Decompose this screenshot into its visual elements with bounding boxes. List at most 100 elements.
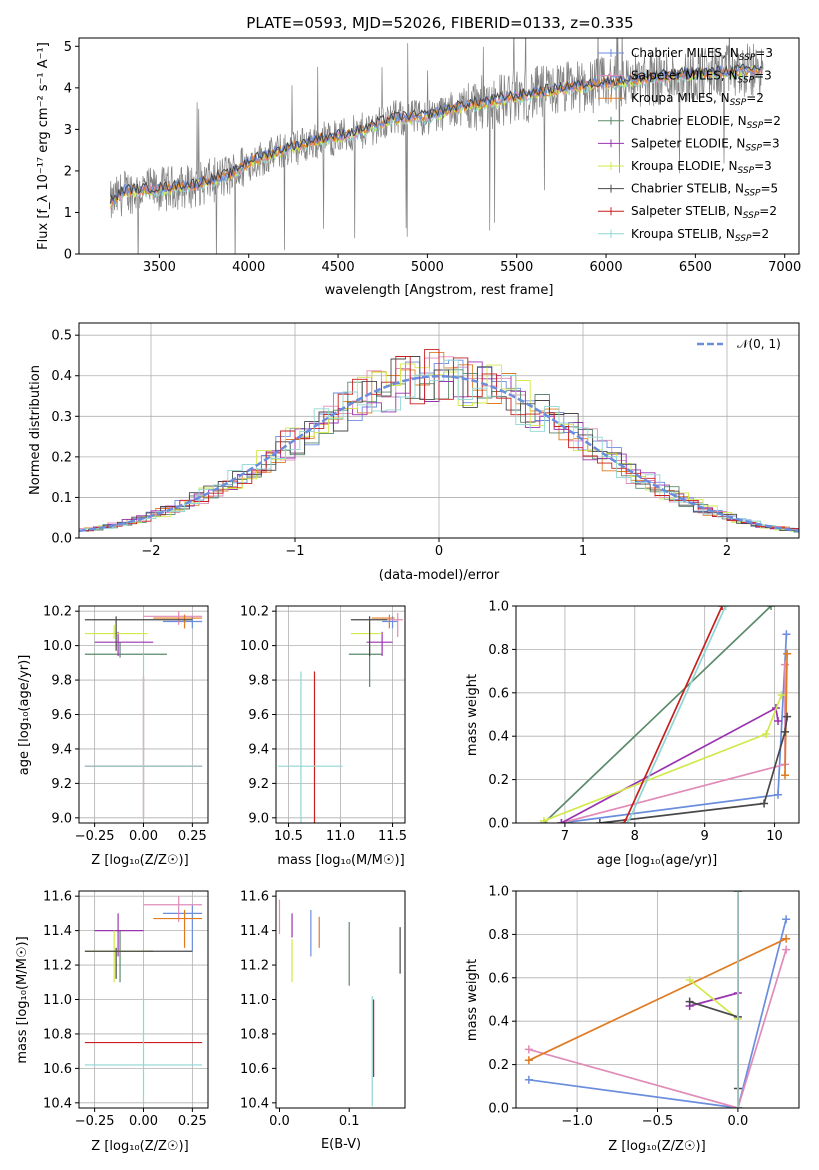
plot-area [84, 896, 203, 1103]
weight-marker-chabrier-stelib [783, 712, 792, 721]
y-tick-label: 11.0 [240, 993, 269, 1008]
y-tick-label: 11.2 [43, 959, 72, 974]
plot-area [79, 349, 799, 534]
x-tick-label: 0.00 [129, 829, 158, 844]
y-tick-label: 0.2 [488, 773, 509, 788]
y-tick-label: 1 [64, 206, 72, 221]
mass-vs-extinction-panel: 0.0 0.1 10.4 10.6 10.8 11.0 11.2 11.4 11.6 [240, 890, 406, 1129]
x-tick-label: 6500 [679, 260, 712, 275]
y-tick-label: 0.4 [488, 1015, 509, 1030]
weight-z-ylabel: mass weight [465, 959, 480, 1041]
weight-marker-chabrier-stelib [760, 799, 769, 808]
x-tick-label: −1 [285, 544, 304, 559]
age-vs-metallicity-panel: −0.25 0.00 0.25 9.0 9.2 9.4 9.6 9.8 10.0 10.2 [43, 605, 209, 844]
y-tick-label: 0.3 [51, 410, 72, 425]
model-spectrum-chabrier-miles [109, 63, 763, 204]
weight-age-xlabel: age [log₁₀(age/yr)] [597, 853, 718, 868]
x-tick-label: 5500 [500, 260, 533, 275]
mass-vs-metallicity-panel: −0.25 0.00 0.25 10.4 10.6 10.8 11.0 11.2 11.4 11.… [43, 890, 209, 1129]
weight-marker-kroupa-miles [782, 934, 791, 943]
weight-line-salpeter-miles [561, 664, 786, 823]
x-tick-label: 8 [631, 829, 639, 844]
y-tick-label: 9.0 [248, 811, 269, 826]
legend-label-salpeter-stelib: Salpeter STELIB, NSSP=2 [631, 204, 777, 221]
x-tick-label: 2 [723, 544, 731, 559]
legend-subscript: SSP [744, 189, 761, 199]
y-tick-label: 0.2 [51, 450, 72, 465]
legend-nssp: =2 [763, 114, 781, 128]
weight-marker-chabrier-miles [774, 790, 783, 799]
y-tick-label: 0.4 [488, 730, 509, 745]
weight-line-kroupa-miles [784, 653, 788, 776]
legend-label-chabrier-miles: Chabrier MILES, NSSP=3 [631, 46, 773, 63]
age-mass-xlabel: mass [log₁₀(M/M☉)] [277, 853, 404, 868]
y-tick-label: 0.8 [488, 643, 509, 658]
observed-spectrum-line [109, 38, 764, 254]
residual-legend: 𝒩(0, 1) [697, 337, 781, 351]
legend-nssp: =3 [762, 136, 780, 150]
x-tick-label: −1.0 [561, 1114, 593, 1129]
weight-marker-salpeter-miles [781, 660, 790, 669]
x-tick-label: 9 [701, 829, 709, 844]
weight-line-kroupa-stelib [627, 606, 727, 823]
residual-histogram-panel: −2 −1 0 1 2 0.0 0.1 0.2 0.3 0.4 0.5 [51, 322, 800, 559]
y-tick-label: 3 [64, 123, 72, 138]
weight-marker-kroupa-stelib [721, 606, 730, 610]
plot-area [84, 611, 203, 818]
y-tick-label: 10.6 [43, 1062, 72, 1077]
x-tick-label: 7000 [768, 260, 801, 275]
legend-label-salpeter-miles: Salpeter MILES, NSSP=3 [631, 69, 772, 86]
x-tick-label: 0.25 [178, 829, 207, 844]
y-tick-label: 9.4 [51, 742, 72, 757]
x-tick-label: 10 [766, 829, 783, 844]
weight-marker-kroupa-elodie [777, 690, 786, 699]
y-tick-label: 0.6 [488, 686, 509, 701]
y-tick-label: 0.2 [488, 1058, 509, 1073]
x-tick-label: −0.25 [75, 1114, 115, 1129]
spectrum-ylabel: Flux [f_λ 10⁻¹⁷ erg cm⁻² s⁻¹ A⁻¹] [36, 42, 51, 250]
age-z-xlabel: Z [log₁₀(Z/Z☉)] [91, 853, 188, 868]
histogram-chabrier-stelib [79, 356, 799, 532]
legend-nssp: =2 [746, 91, 764, 105]
legend-subscript: SSP [747, 121, 764, 131]
y-tick-label: 9.6 [248, 708, 269, 723]
weight-line-kroupa-miles [528, 937, 787, 1062]
y-tick-label: 9.0 [51, 811, 72, 826]
x-tick-label: 0.0 [269, 1114, 290, 1129]
x-tick-label: −2 [141, 544, 160, 559]
x-tick-label: 11.5 [378, 829, 407, 844]
weight-marker-salpeter-miles [524, 1045, 533, 1054]
model-spectrum-chabrier-stelib [109, 63, 763, 204]
y-tick-label: 10.8 [43, 1027, 72, 1042]
weight-marker-salpeter-stelib [718, 606, 727, 610]
weight-marker-kroupa-stelib [733, 1104, 742, 1108]
weight-marker-chabrier-miles [782, 630, 791, 639]
legend-nssp: =3 [754, 159, 772, 173]
legend-nssp: =5 [761, 182, 779, 196]
y-tick-label: 1.0 [488, 885, 509, 900]
residuals-ylabel: Normed distribution [28, 365, 43, 495]
x-tick-label: 10.5 [274, 829, 303, 844]
x-tick-label: 0.0 [728, 1114, 749, 1129]
histogram-salpeter-stelib [79, 349, 799, 534]
age-vs-mass-panel: 10.5 11.0 11.5 9.0 9.2 9.4 9.6 9.8 10.0 10.2 [240, 605, 407, 844]
legend-nssp: =3 [755, 46, 773, 60]
weight-line-chabrier-miles [528, 918, 787, 1108]
figure-title: PLATE=0593, MJD=52026, FIBERID=0133, z=0… [246, 14, 633, 32]
y-tick-label: 9.4 [248, 742, 269, 757]
y-tick-label: 9.2 [248, 777, 269, 792]
y-tick-label: 0 [64, 248, 72, 263]
weight-marker-kroupa-miles [783, 649, 792, 658]
weight-marker-kroupa-stelib [623, 819, 632, 823]
weight-marker-kroupa-miles [781, 771, 790, 780]
y-tick-label: 11.2 [240, 959, 269, 974]
spectrum-legend: Chabrier MILES, NSSP=3 Salpeter MILES, NS… [598, 46, 781, 244]
x-tick-label: −0.25 [75, 829, 115, 844]
weight-line-salpeter-stelib [623, 606, 723, 823]
x-tick-label: 3500 [143, 260, 176, 275]
y-tick-label: 5 [64, 40, 72, 55]
y-tick-label: 10.6 [240, 1062, 269, 1077]
spectrum-panel: 3500 4000 4500 5000 5500 6000 6500 7000 0 1 2 3 4 5 [64, 37, 801, 275]
plot-area [539, 606, 792, 823]
legend-nssp: =3 [754, 69, 772, 83]
